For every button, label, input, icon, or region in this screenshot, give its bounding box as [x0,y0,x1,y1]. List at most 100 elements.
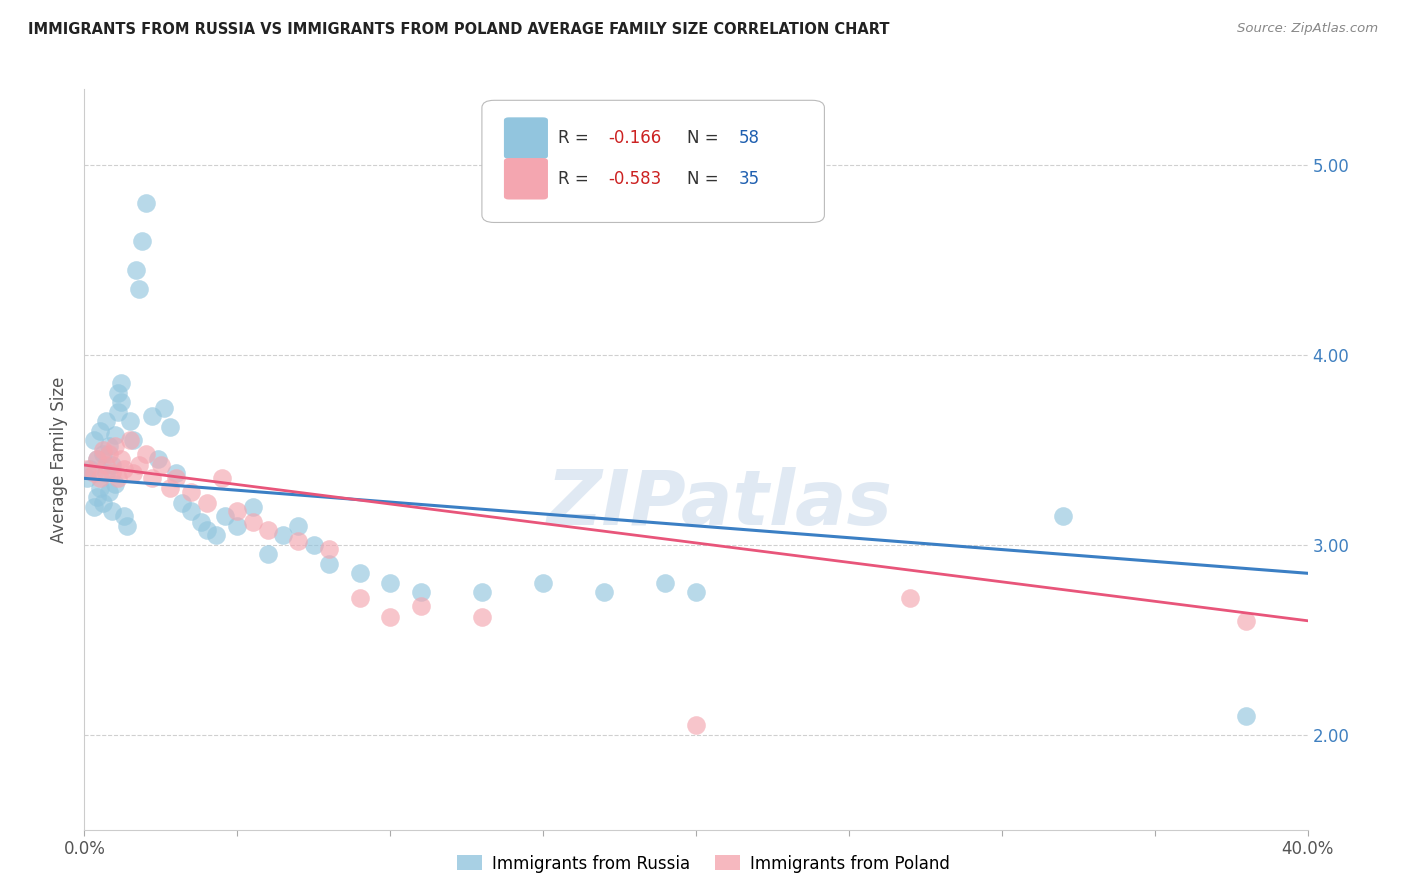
FancyBboxPatch shape [503,158,548,200]
Point [141,471,163,485]
Point [471,585,494,599]
Text: IMMIGRANTS FROM RUSSIA VS IMMIGRANTS FROM POLAND AVERAGE FAMILY SIZE CORRELATION: IMMIGRANTS FROM RUSSIA VS IMMIGRANTS FRO… [28,22,890,37]
Point [110,395,132,409]
Point [190,515,212,529]
Point [101,503,124,517]
Point [146,452,169,467]
Point [257,547,280,561]
Point [83,500,105,514]
Point [120,434,142,448]
FancyBboxPatch shape [482,100,824,222]
Point [110,452,132,467]
Point [409,585,432,599]
Point [380,610,402,624]
Point [112,462,135,476]
Point [349,566,371,581]
Point [531,575,554,590]
Point [409,599,432,613]
Point [94,466,117,480]
Point [654,575,676,590]
Point [94,458,117,472]
Point [214,509,236,524]
Point [89,471,111,485]
Point [104,439,127,453]
Point [104,477,127,491]
Point [83,434,105,448]
Text: -0.166: -0.166 [607,129,661,147]
Point [128,281,150,295]
Legend: Immigrants from Russia, Immigrants from Poland: Immigrants from Russia, Immigrants from … [450,848,956,880]
Point [1052,509,1074,524]
Point [86,491,108,505]
Point [89,481,111,495]
Point [91,442,114,457]
Point [1236,614,1258,628]
Point [86,452,108,467]
Text: N =: N = [688,169,724,188]
Point [172,496,194,510]
Point [318,557,340,571]
Point [107,405,129,419]
Point [104,427,127,442]
Text: ZIPatlas: ZIPatlas [547,467,893,541]
Point [287,518,309,533]
Point [120,414,142,428]
Point [165,466,187,480]
Point [257,523,280,537]
FancyBboxPatch shape [503,118,548,159]
Point [76,462,98,476]
Text: Source: ZipAtlas.com: Source: ZipAtlas.com [1237,22,1378,36]
Point [242,515,264,529]
Point [211,471,233,485]
Point [593,585,616,599]
Point [112,509,135,524]
Point [685,718,707,732]
Point [135,196,157,211]
Point [149,458,172,472]
Text: 58: 58 [738,129,759,147]
Point [180,503,202,517]
Point [471,610,494,624]
Point [153,401,176,416]
Point [135,447,157,461]
Point [76,471,98,485]
Point [122,466,145,480]
Point [91,496,114,510]
Point [159,481,181,495]
Point [195,523,218,537]
Point [89,424,111,438]
Point [349,591,371,605]
Point [101,458,124,472]
Point [91,447,114,461]
Text: R =: R = [558,129,593,147]
Point [83,466,105,480]
Point [205,528,228,542]
Point [302,538,325,552]
Point [159,420,181,434]
Point [1236,708,1258,723]
Point [180,484,202,499]
Text: -0.583: -0.583 [607,169,661,188]
Point [380,575,402,590]
Point [242,500,264,514]
Point [97,484,120,499]
Point [898,591,921,605]
Point [195,496,218,510]
Point [97,447,120,461]
Point [86,452,108,467]
Point [131,234,153,248]
Point [271,528,294,542]
Point [287,534,309,549]
Point [226,518,249,533]
Point [125,262,148,277]
Point [107,386,129,401]
Text: R =: R = [558,169,593,188]
Text: 35: 35 [738,169,759,188]
Point [685,585,707,599]
Point [318,541,340,556]
Point [115,518,138,533]
Point [101,466,124,480]
Point [165,471,187,485]
Point [97,439,120,453]
Text: N =: N = [688,129,724,147]
